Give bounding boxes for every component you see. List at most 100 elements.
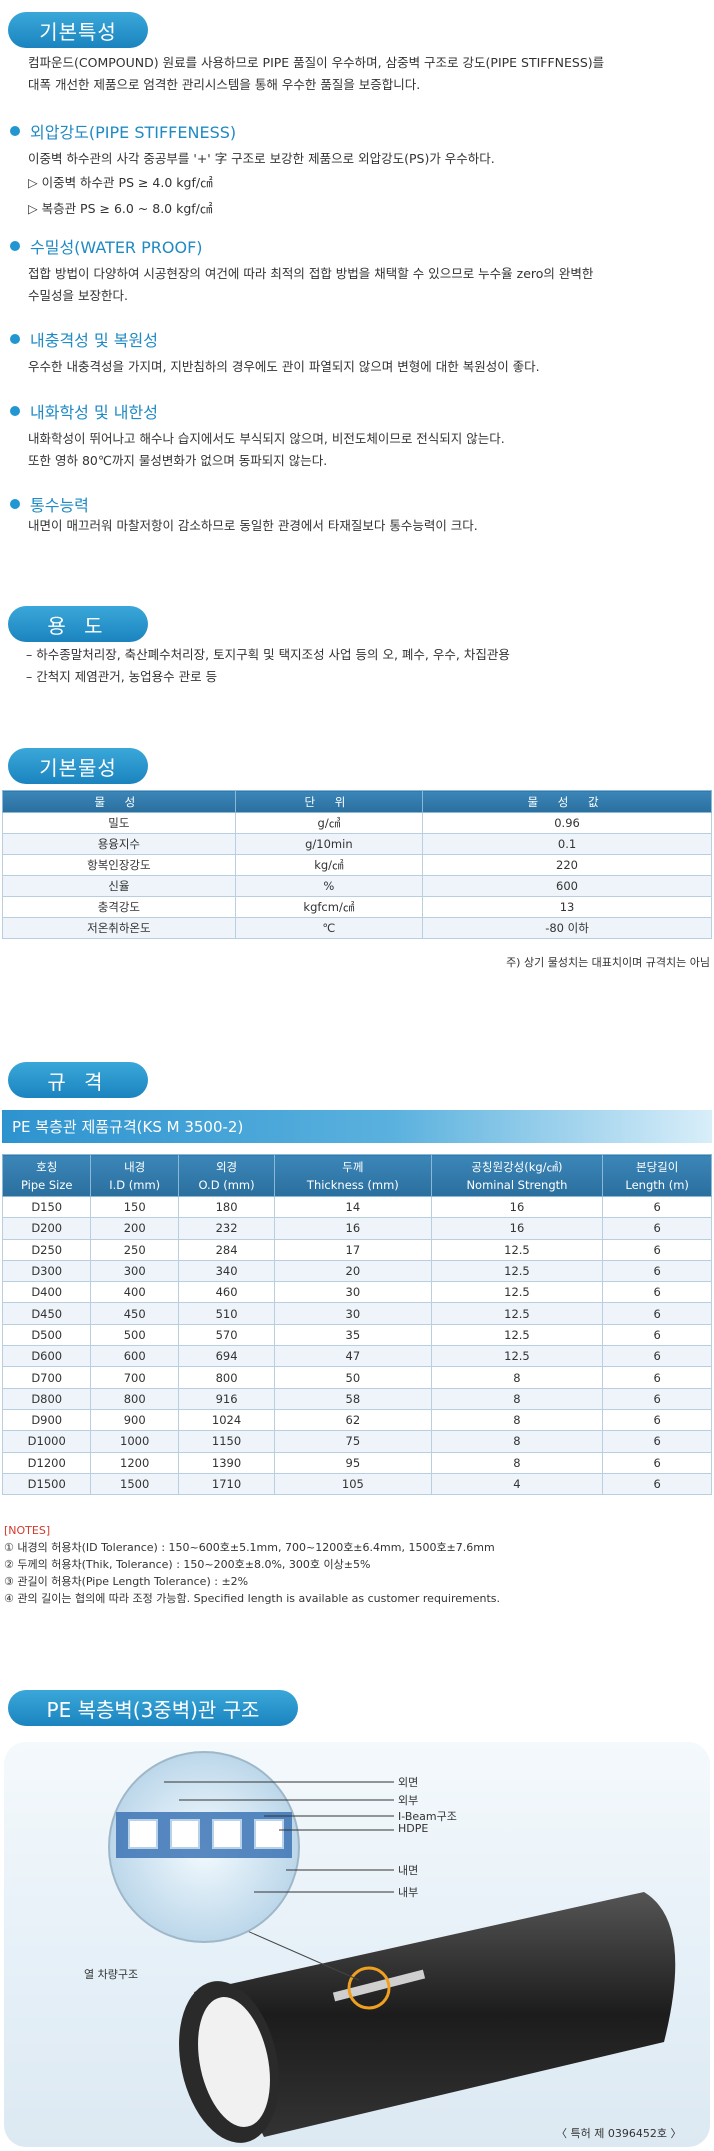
feature-title: 외압강도(PIPE STIFFENESS)	[30, 123, 237, 142]
spec-cell: 6	[602, 1217, 712, 1240]
spec-row: D150 150 180 14 16 6	[1, 1195, 712, 1219]
spec-header-en: Pipe Size	[20, 1177, 73, 1192]
label-hdpe: HDPE	[398, 1822, 429, 1835]
properties-cell: ℃	[234, 917, 424, 939]
spec-cell: 1390	[177, 1451, 276, 1474]
properties-note: 주) 상기 물성치는 대표치이며 규격치는 아님	[506, 956, 710, 969]
properties-cell: -80 이하	[422, 917, 712, 939]
properties-cell: 충격강도	[2, 896, 236, 918]
spec-row: D800 800 916 58 8 6	[1, 1387, 712, 1410]
spec-cell: 600	[90, 1345, 179, 1368]
properties-header: 단 위	[234, 790, 424, 813]
pipe-body	[194, 1892, 676, 2137]
spec-header: 내경 I.D (mm)	[90, 1154, 179, 1197]
spec-row: D250 250 284 17 12.5 6	[1, 1238, 712, 1261]
spec-cell: 12.5	[430, 1302, 604, 1325]
spec-cell: 6	[602, 1387, 712, 1410]
zoom-ring	[347, 1966, 391, 2010]
spec-cell: 14	[274, 1195, 432, 1219]
spec-cell: 1710	[177, 1472, 276, 1496]
spec-cell: D300	[1, 1259, 92, 1283]
properties-row: 항복인장강도 kg/㎠ 220	[2, 854, 712, 876]
spec-header-ko: 두께	[342, 1159, 364, 1174]
note-item: ③ 관길이 허용차(Pipe Length Tolerance) : ±2%	[4, 1575, 249, 1588]
properties-row: 밀도 g/㎤ 0.96	[2, 812, 712, 834]
spec-cell: 8	[430, 1366, 604, 1389]
spec-cell: D500	[1, 1323, 92, 1347]
spec-cell: D400	[1, 1281, 92, 1304]
feature-line: 이중벽 하수관의 사각 중공부를 '+' 字 구조로 보강한 제품으로 외압강도…	[28, 151, 495, 166]
spec-cell: 1000	[90, 1430, 179, 1453]
pipe-illustration	[108, 1751, 676, 2143]
feature-block: 외압강도(PIPE STIFFENESS) 이중벽 하수관의 사각 중공부를 '…	[10, 120, 700, 220]
spec-cell: 1150	[177, 1430, 276, 1453]
spec-cell: 300	[90, 1259, 179, 1283]
spec-cell: 58	[274, 1387, 432, 1410]
spec-cell: 12.5	[430, 1259, 604, 1283]
spec-cell: 16	[430, 1217, 604, 1240]
spec-cell: 250	[90, 1238, 179, 1261]
spec-cell: 12.5	[430, 1323, 604, 1347]
label-heat: 열 차량구조	[84, 1968, 139, 1981]
spec-header: 호칭 Pipe Size	[1, 1154, 92, 1197]
spec-cell: 30	[274, 1281, 432, 1304]
properties-cell: 저온취하온도	[2, 917, 236, 939]
spec-header-en: Nominal Strength	[466, 1177, 568, 1192]
spec-cell: 95	[274, 1451, 432, 1474]
feature-line: 우수한 내충격성을 가지며, 지반침하의 경우에도 관이 파열되지 않으며 변형…	[28, 359, 540, 374]
bullet-icon	[10, 126, 20, 136]
section-title-properties: 기본물성	[8, 748, 148, 784]
properties-cell: %	[234, 875, 424, 897]
pipe-structure-diagram: 외면 외부 I-Beam구조 HDPE 내면 내부 열 차량구조 〈 특허 제 …	[4, 1742, 710, 2147]
spec-cell: 75	[274, 1430, 432, 1453]
spec-row: D900 900 1024 62 8 6	[1, 1408, 712, 1432]
spec-cell: D250	[1, 1238, 92, 1261]
section-title-usage: 용 도	[8, 606, 148, 642]
label-outer: 외부	[398, 1794, 419, 1807]
note-item: ② 두께의 허용차(Thik, Tolerance) : 150~200호±8.…	[4, 1558, 371, 1571]
bullet-icon	[10, 406, 20, 416]
spec-cell: 694	[177, 1345, 276, 1368]
spec-row: D1000 1000 1150 75 8 6	[1, 1430, 712, 1453]
spec-cell: 500	[90, 1323, 179, 1347]
spec-cell: 47	[274, 1345, 432, 1368]
note-item: ④ 관의 길이는 협의에 따라 조정 가능함. Specified length…	[4, 1592, 500, 1605]
spec-row: D1500 1500 1710 105 4 6	[1, 1472, 712, 1496]
spec-header-ko: 본당길이	[635, 1159, 679, 1174]
spec-row: D500 500 570 35 12.5 6	[1, 1323, 712, 1347]
properties-row: 저온취하온도 ℃ -80 이하	[2, 917, 712, 939]
bullet-icon	[10, 241, 20, 251]
spec-cell: 16	[430, 1195, 604, 1219]
spec-cell: D1500	[1, 1472, 92, 1496]
spec-cell: 6	[602, 1408, 712, 1432]
notes-title: [NOTES]	[4, 1524, 51, 1537]
feature-title: 내충격성 및 복원성	[30, 331, 158, 350]
notes: [NOTES] ① 내경의 허용차(ID Tolerance) : 150~60…	[4, 1522, 500, 1607]
feature-block: 내충격성 및 복원성 우수한 내충격성을 가지며, 지반침하의 경우에도 관이 …	[10, 328, 700, 378]
spec-cell: 8	[430, 1451, 604, 1474]
spec-cell: 30	[274, 1302, 432, 1325]
spec-title: PE 복층관 제품규격(KS M 3500-2)	[12, 1118, 244, 1136]
intro-line: 컴파운드(COMPOUND) 원료를 사용하므로 PIPE 품질이 우수하며, …	[28, 55, 605, 70]
properties-table: 물 성 단 위 물 성 값 밀도 g/㎤ 0.96 용융지수 g/10min 0.1 항복인…	[2, 790, 712, 939]
spec-cell: D600	[1, 1345, 92, 1368]
spec-cell: 510	[177, 1302, 276, 1325]
spec-cell: 700	[90, 1366, 179, 1389]
spec-header-ko: 내경	[124, 1159, 146, 1174]
spec-cell: D700	[1, 1366, 92, 1389]
label-outer-surface: 외면	[398, 1776, 419, 1789]
spec-row: D450 450 510 30 12.5 6	[1, 1302, 712, 1325]
spec-header-en: Length (m)	[625, 1177, 689, 1192]
spec-header-ko: 공칭원강성(kg/㎠)	[471, 1159, 563, 1174]
usage-item: – 하수종말처리장, 축산폐수처리장, 토지구획 및 택지조성 사업 등의 오,…	[26, 647, 510, 662]
feature-line: 수밀성을 보장한다.	[28, 288, 128, 303]
feature-title: 통수능력	[30, 496, 89, 515]
lens-cell	[212, 1819, 242, 1849]
section-title-spec: 규 격	[8, 1062, 148, 1098]
spec-cell: 105	[274, 1472, 432, 1496]
usage-item: – 간척지 제염관거, 농업용수 관로 등	[26, 669, 218, 684]
spec-cell: 900	[90, 1408, 179, 1432]
properties-cell: 항복인장강도	[2, 854, 236, 876]
properties-cell: 220	[422, 854, 712, 876]
spec-cell: 12.5	[430, 1345, 604, 1368]
